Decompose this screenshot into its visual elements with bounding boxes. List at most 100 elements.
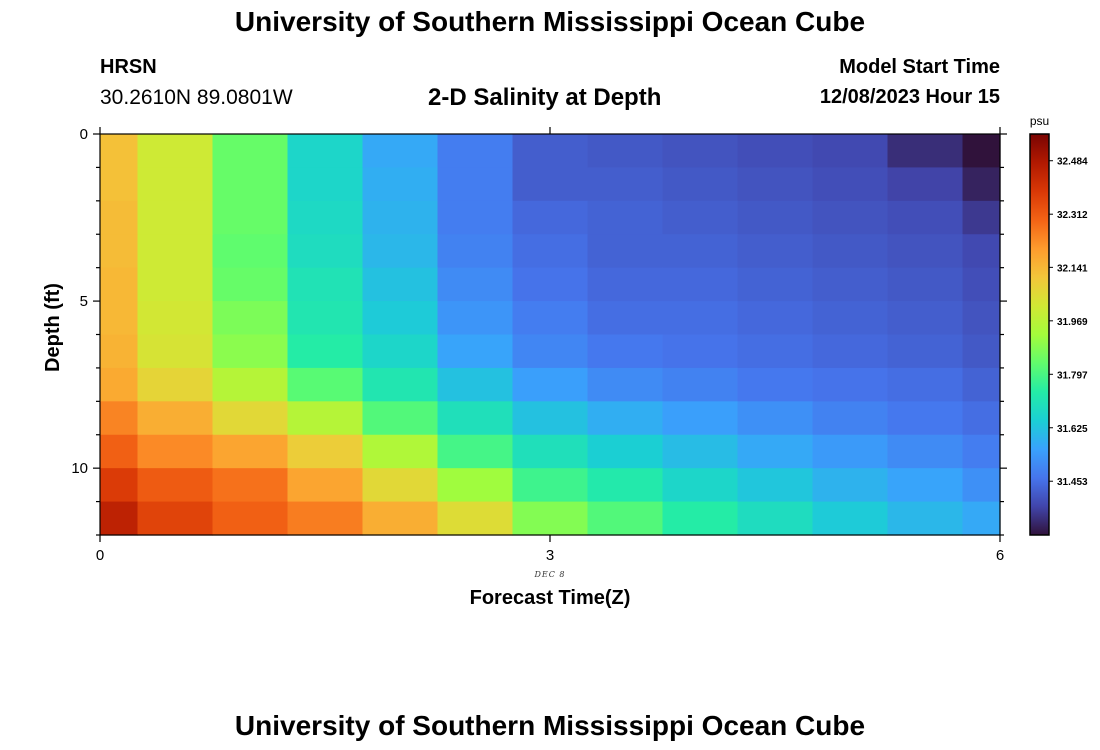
heatmap-cell (362, 501, 439, 536)
heatmap-cell (587, 434, 664, 469)
heatmap-cell (887, 367, 964, 402)
heatmap-cell (137, 401, 214, 436)
heatmap-cell (437, 468, 514, 503)
heatmap-cell (212, 234, 289, 269)
heatmap-cell (887, 234, 964, 269)
heatmap-cell (812, 434, 889, 469)
heatmap-cell (100, 267, 139, 302)
heatmap-cell (812, 234, 889, 269)
y-axis-tick-labels: 0 5 10 (71, 126, 88, 477)
heatmap-cell (812, 401, 889, 436)
heatmap-cell (512, 200, 589, 235)
heatmap-cell (100, 334, 139, 369)
heatmap-cell (662, 434, 739, 469)
x-tick-label: 0 (96, 547, 104, 564)
heatmap-cell (437, 434, 514, 469)
heatmap-cell (587, 401, 664, 436)
heatmap-cell (512, 167, 589, 202)
colorbar-tick-label: 31.625 (1057, 424, 1088, 435)
heatmap-cell (287, 334, 364, 369)
heatmap-cell (362, 134, 439, 169)
heatmap-cell (437, 501, 514, 536)
heatmap-cell (662, 134, 739, 169)
heatmap-cell (737, 134, 814, 169)
heatmap-cell (587, 200, 664, 235)
heatmap-cell (812, 134, 889, 169)
heatmap-cell (887, 334, 964, 369)
y-axis-title: Depth (ft) (42, 283, 64, 372)
heatmap-cell (287, 434, 364, 469)
model-start-value: 12/08/2023 Hour 15 (819, 86, 1000, 108)
heatmap-cell (512, 434, 589, 469)
heatmap-cell (100, 434, 139, 469)
heatmap-cell (362, 267, 439, 302)
heatmap-cell (362, 434, 439, 469)
heatmap-cell (812, 334, 889, 369)
heatmap-cell (662, 200, 739, 235)
heatmap-cell (737, 167, 814, 202)
heatmap-cell (962, 267, 1001, 302)
heatmap-cell (887, 401, 964, 436)
heatmap-cell (287, 267, 364, 302)
heatmap-cell (962, 200, 1001, 235)
heatmap-cell (137, 200, 214, 235)
heatmap-cell (962, 367, 1001, 402)
heatmap-cell (887, 200, 964, 235)
colorbar-tick-label: 31.797 (1057, 370, 1088, 381)
heatmap-cell (212, 401, 289, 436)
y-tick-label: 0 (80, 126, 88, 143)
heatmap-cell (287, 301, 364, 336)
heatmap-cell (137, 367, 214, 402)
heatmap-cell (887, 301, 964, 336)
heatmap-cell (212, 434, 289, 469)
heatmap-cell (137, 501, 214, 536)
heatmap-cell (212, 468, 289, 503)
heatmap-cell (512, 468, 589, 503)
heatmap-cell (662, 301, 739, 336)
heatmap-cell (737, 367, 814, 402)
heatmap-cell (437, 267, 514, 302)
heatmap-cell (512, 234, 589, 269)
heatmap-cell (812, 200, 889, 235)
heatmap-cell (437, 301, 514, 336)
heatmap-cell (662, 234, 739, 269)
heatmap-cell (362, 301, 439, 336)
heatmap-cell (100, 134, 139, 169)
heatmap-cell (962, 167, 1001, 202)
heatmap-cell (887, 134, 964, 169)
chart-subtitle: 2-D Salinity at Depth (428, 84, 662, 111)
heatmap-cell (962, 301, 1001, 336)
heatmap-cell (887, 434, 964, 469)
heatmap-cell (512, 501, 589, 536)
heatmap-cell (587, 501, 664, 536)
heatmap-cell (137, 134, 214, 169)
heatmap-cell (737, 434, 814, 469)
station-name: HRSN (100, 56, 157, 78)
heatmap-cell (212, 367, 289, 402)
heatmap-cell (587, 334, 664, 369)
x-axis-tick-labels: 0 3 6 (96, 547, 1004, 564)
heatmap-cell (100, 167, 139, 202)
heatmap-cell (587, 301, 664, 336)
x-tick-label: 6 (996, 547, 1004, 564)
heatmap-cell (362, 167, 439, 202)
heatmap-cell (437, 134, 514, 169)
heatmap-cell (137, 167, 214, 202)
heatmap-cell (737, 267, 814, 302)
heatmap-cell (737, 334, 814, 369)
heatmap-cell (212, 267, 289, 302)
colorbar-ticks: 32.484 32.312 32.141 31.969 31.797 31.625 31.4… (1049, 157, 1088, 488)
heatmap-cell (737, 468, 814, 503)
footer-title: University of Southern Mississippi Ocean… (234, 710, 866, 741)
heatmap-cell (212, 501, 289, 536)
heatmap-cell (437, 167, 514, 202)
heatmap-cell (287, 167, 364, 202)
heatmap-cell (287, 367, 364, 402)
heatmap-cell (737, 301, 814, 336)
heatmap-cell (737, 234, 814, 269)
heatmap-cell (962, 134, 1001, 169)
heatmap-cell (137, 468, 214, 503)
heatmap-cell (962, 501, 1001, 536)
heatmap-cell (100, 301, 139, 336)
heatmap-cell (362, 401, 439, 436)
